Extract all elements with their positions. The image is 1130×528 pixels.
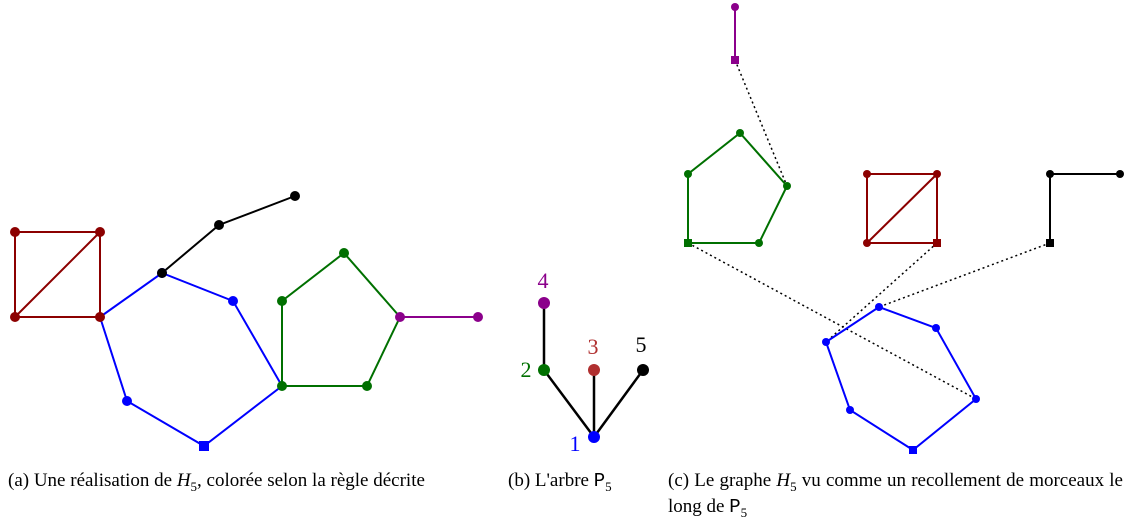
caption-b: (b) L'arbre P5 [508,468,646,494]
caption-part: 5 [190,478,198,494]
caption-part: 5 [790,478,797,494]
label-4: 4 [538,268,549,293]
caption-a: (a) Une réalisation de H5, colorée selon… [8,468,488,494]
label-2: 2 [521,357,532,382]
caption-part: H [776,470,791,491]
caption-part: P [729,496,741,518]
tree-b: 4 2 3 5 1 [521,268,649,456]
graph-a [14,195,478,448]
label-1: 1 [570,431,581,456]
caption-part: P [593,470,606,492]
caption-part: (b) L'arbre [508,470,594,491]
label-5: 5 [636,332,647,357]
nodes-a [10,191,483,451]
caption-part: , colorée selon la règle décrite [197,470,425,491]
caption-c: (c) Le graphe H5 vu comme un recollement… [668,468,1123,520]
label-3: 3 [588,334,599,359]
caption-part: 5 [605,478,612,494]
caption-part: (a) Une réalisation de [8,470,177,491]
caption-part: vu comme un recollement de morceaux le l… [668,470,1123,517]
caption-part: 5 [740,504,748,520]
graph-c [687,7,1120,452]
nodes-c [684,3,1124,454]
caption-part: (c) Le graphe [668,470,777,491]
caption-part: H [176,470,191,491]
